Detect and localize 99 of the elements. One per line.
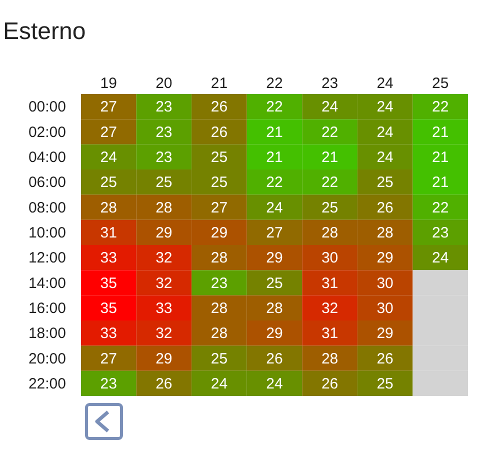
data-label: 22	[321, 124, 338, 141]
data-label: 33	[156, 300, 172, 317]
data-label: 21	[432, 148, 449, 166]
data-label: 22	[266, 98, 283, 116]
data-label: 26	[210, 98, 228, 116]
data-label: 27	[100, 350, 117, 368]
y-tick-label: 12:00	[28, 250, 66, 267]
data-label: 25	[376, 375, 394, 392]
data-label: 29	[376, 325, 394, 342]
data-label: 26	[266, 350, 283, 368]
y-tick-label: 02:00	[28, 124, 66, 141]
data-label: 24	[376, 98, 394, 116]
data-label: 26	[210, 124, 228, 141]
data-label: 26	[321, 375, 338, 392]
data-label: 32	[321, 300, 338, 317]
data-label: 25	[210, 148, 228, 166]
data-label: 28	[210, 300, 228, 317]
data-label: 24	[210, 375, 228, 392]
y-tick-label: 04:00	[28, 148, 66, 166]
data-label: 23	[432, 224, 449, 242]
data-label: 24	[432, 250, 449, 267]
data-label: 25	[321, 199, 338, 216]
data-label: 22	[266, 174, 283, 192]
y-tick-label: 16:00	[28, 300, 66, 317]
data-label: 24	[321, 98, 338, 116]
data-label: 24	[376, 148, 394, 166]
y-tick-label: 18:00	[28, 325, 66, 342]
data-label: 30	[321, 250, 338, 267]
data-label: 26	[376, 350, 394, 368]
data-label: 25	[156, 174, 172, 192]
data-label: 24	[376, 124, 394, 141]
data-label: 27	[210, 199, 228, 216]
data-label: 22	[432, 199, 449, 216]
data-label: 22	[321, 174, 338, 192]
data-label: 21	[432, 174, 449, 192]
data-label: 26	[376, 199, 394, 216]
y-tick-label: 08:00	[28, 199, 66, 216]
data-label: 29	[210, 224, 228, 242]
data-label: 29	[266, 250, 283, 267]
data-label: 32	[156, 325, 172, 342]
data-label: 26	[156, 375, 172, 392]
data-label: 31	[100, 224, 117, 242]
data-label: 29	[266, 325, 283, 342]
data-label: 23	[100, 375, 117, 392]
data-label: 29	[156, 350, 172, 368]
data-label: 22	[432, 98, 449, 116]
data-label: 30	[376, 300, 394, 317]
data-label: 23	[156, 124, 172, 141]
data-label: 33	[100, 250, 117, 267]
data-label: 27	[100, 98, 117, 116]
data-label: 23	[156, 98, 172, 116]
data-label: 35	[100, 274, 117, 292]
y-tick-label: 06:00	[28, 174, 66, 192]
data-label: 27	[266, 224, 283, 242]
x-tick-label: 20	[156, 75, 172, 92]
x-tick-label: 24	[376, 75, 394, 92]
data-label: 32	[156, 250, 172, 267]
data-label: 21	[266, 148, 283, 166]
x-tick-label: 21	[210, 75, 228, 92]
x-tick-label: 23	[321, 75, 338, 92]
data-label: 25	[210, 350, 228, 368]
data-label: 25	[210, 174, 228, 192]
data-label: 24	[266, 375, 283, 392]
data-label: 29	[156, 224, 172, 242]
chart-title: Esterno	[3, 18, 86, 45]
data-label: 28	[156, 199, 172, 216]
data-label: 25	[266, 274, 283, 292]
data-label: 31	[321, 325, 338, 342]
y-tick-label: 10:00	[28, 224, 66, 242]
data-label: 33	[100, 325, 117, 342]
data-label: 25	[376, 174, 394, 192]
x-tick-label: 25	[432, 75, 449, 92]
data-label: 35	[100, 300, 117, 317]
data-label: 27	[100, 124, 117, 141]
data-label: 24	[266, 199, 283, 216]
y-tick-label: 00:00	[28, 98, 66, 116]
data-label: 28	[266, 300, 283, 317]
data-label: 28	[210, 325, 228, 342]
data-label: 28	[100, 199, 117, 216]
data-label: 28	[210, 250, 228, 267]
data-label: 29	[376, 250, 394, 267]
y-tick-label: 14:00	[28, 274, 66, 292]
data-label: 32	[156, 274, 172, 292]
data-label: 30	[376, 274, 394, 292]
data-label: 24	[100, 148, 117, 166]
data-label: 21	[432, 124, 449, 141]
x-tick-label: 19	[100, 75, 117, 92]
y-tick-label: 20:00	[28, 350, 66, 368]
data-label: 21	[321, 148, 338, 166]
data-label: 28	[321, 350, 338, 368]
data-label: 25	[100, 174, 117, 192]
data-label: 31	[321, 274, 338, 292]
y-tick-label: 22:00	[28, 375, 66, 392]
data-label: 23	[210, 274, 228, 292]
data-label: 23	[156, 148, 172, 166]
data-label: 21	[266, 124, 283, 141]
data-label: 28	[321, 224, 338, 242]
data-label: 28	[376, 224, 394, 242]
x-tick-label: 22	[266, 75, 283, 92]
